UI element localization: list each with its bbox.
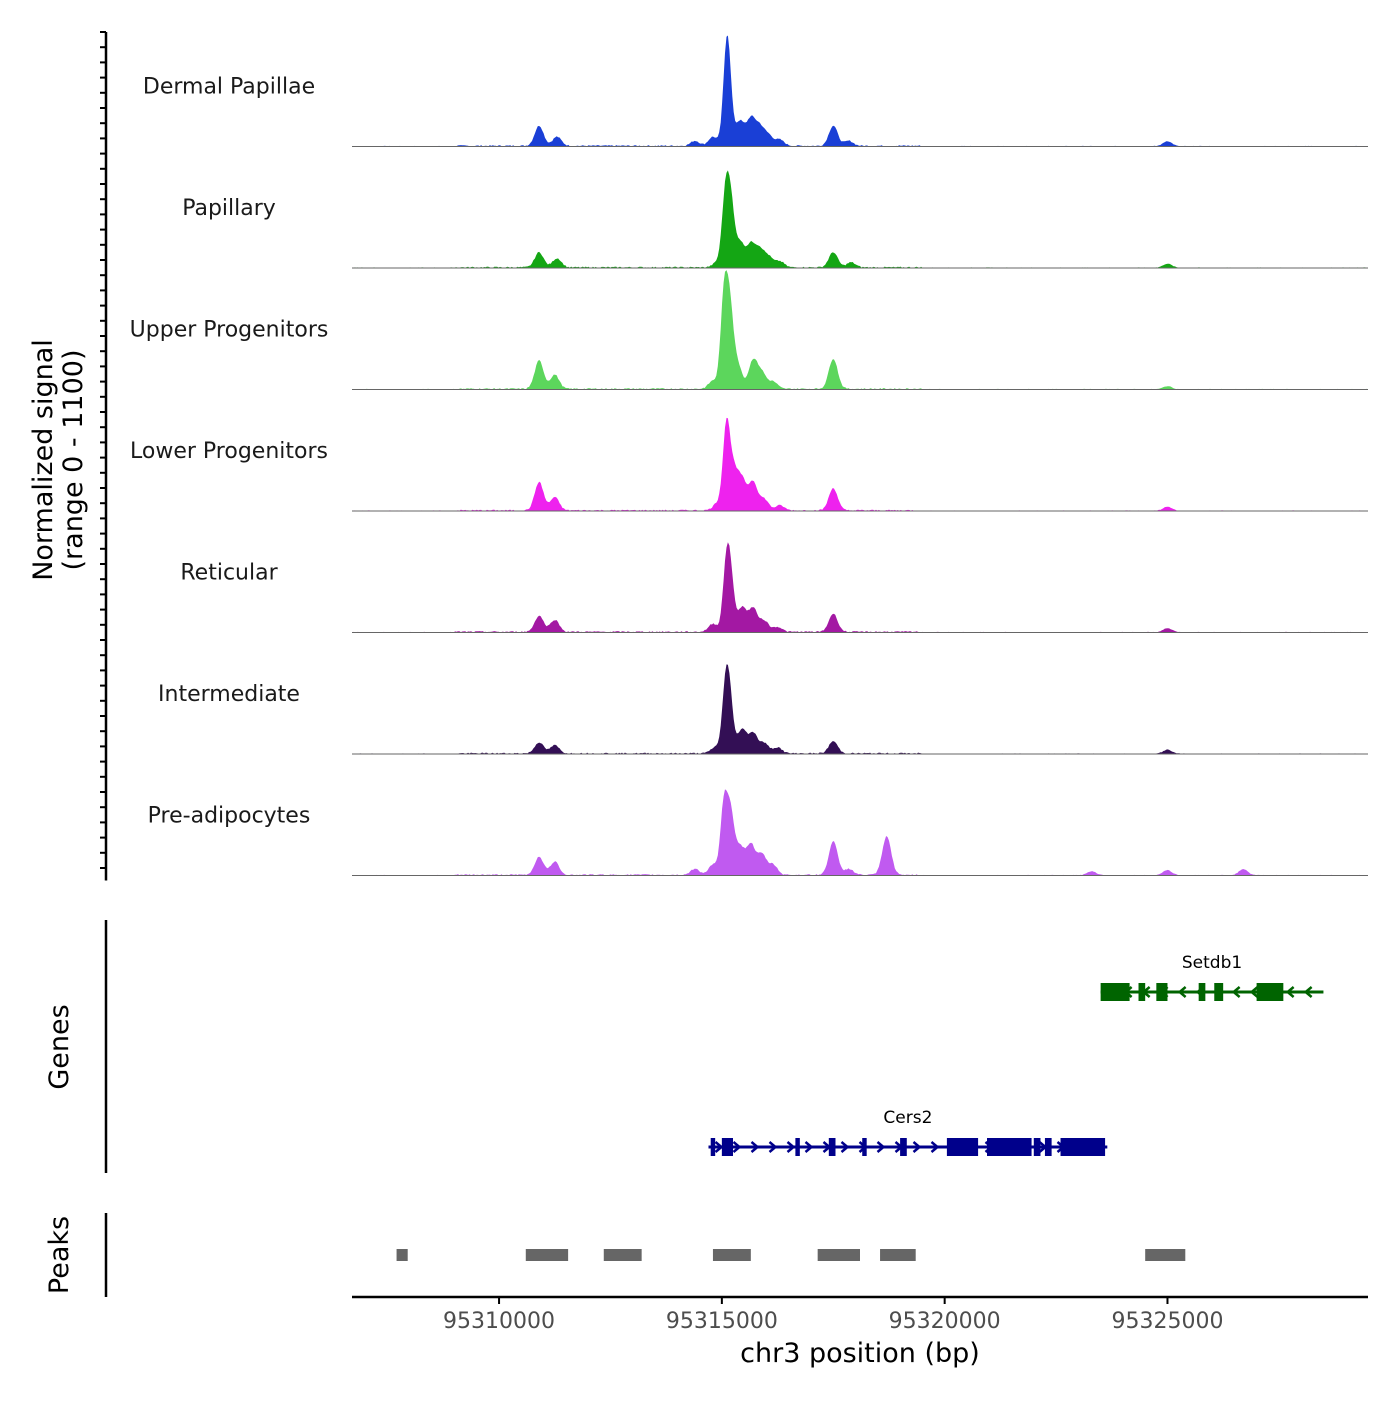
peak-region-4 bbox=[712, 1249, 751, 1261]
signal-area-3 bbox=[352, 270, 1368, 390]
peak-region-7 bbox=[1145, 1249, 1186, 1261]
track-label-1: Dermal Papillae bbox=[143, 75, 315, 100]
gene-exon bbox=[1156, 983, 1168, 1001]
y-axis-title-group: Normalized signal (range 0 - 1100) bbox=[28, 339, 89, 581]
genes-track-title: Genes bbox=[44, 1004, 75, 1089]
gene-strand-chevron bbox=[840, 1141, 850, 1153]
track-label-7: Pre-adipocytes bbox=[148, 804, 311, 829]
peak-region-2 bbox=[525, 1249, 569, 1261]
y-axis-title-line-2: (range 0 - 1100) bbox=[58, 350, 89, 571]
gene-strand-chevron bbox=[1231, 986, 1241, 998]
gene-exon bbox=[1138, 983, 1146, 1001]
gene-strand-chevron bbox=[732, 1141, 742, 1153]
peak-region-5 bbox=[817, 1249, 860, 1261]
gene-exon bbox=[828, 1138, 836, 1156]
gene-strand-chevron bbox=[768, 1141, 778, 1153]
gene-strand-chevron bbox=[1303, 986, 1313, 998]
x-tick-label-3: 95320000 bbox=[889, 1309, 1001, 1334]
peak-region-3 bbox=[603, 1249, 642, 1261]
gene-exon bbox=[1100, 983, 1130, 1001]
gene-exon bbox=[862, 1138, 867, 1156]
peaks-track-title: Peaks bbox=[44, 1216, 75, 1294]
gene-strand-chevron bbox=[786, 1141, 796, 1153]
gene-strand-chevron bbox=[750, 1141, 760, 1153]
gene-strand-chevron bbox=[1177, 986, 1187, 998]
track-label-4: Lower Progenitors bbox=[130, 439, 328, 464]
signal-area-6 bbox=[352, 664, 1368, 754]
gene-strand-chevron bbox=[1285, 986, 1295, 998]
gene-strand-chevron bbox=[930, 1141, 940, 1153]
x-tick-label-4: 95325000 bbox=[1111, 1309, 1223, 1334]
gene-exon bbox=[1214, 983, 1224, 1001]
track-label-6: Intermediate bbox=[158, 682, 300, 707]
track-label-5: Reticular bbox=[180, 561, 278, 586]
genes-title-group: Genes bbox=[44, 1004, 75, 1089]
peaks-title-group: Peaks bbox=[44, 1216, 75, 1294]
signal-area-2 bbox=[352, 170, 1368, 268]
gene-exon bbox=[946, 1138, 979, 1156]
signal-area-4 bbox=[352, 417, 1368, 511]
gene-exon bbox=[795, 1138, 800, 1156]
track-label-2: Papillary bbox=[182, 196, 276, 221]
gene-strand-chevron bbox=[804, 1141, 814, 1153]
gene-strand-chevron bbox=[876, 1141, 886, 1153]
x-axis-title: chr3 position (bp) bbox=[740, 1338, 980, 1369]
y-axis-title-line-1: Normalized signal bbox=[28, 339, 59, 581]
signal-area-1 bbox=[352, 35, 1368, 147]
peak-region-1 bbox=[396, 1249, 408, 1261]
x-tick-label-1: 95310000 bbox=[443, 1309, 555, 1334]
gene-strand-chevron bbox=[912, 1141, 922, 1153]
gene-exon bbox=[900, 1138, 907, 1156]
gene-exon bbox=[721, 1138, 733, 1156]
gene-label-cers2: Cers2 bbox=[883, 1108, 932, 1128]
track-label-3: Upper Progenitors bbox=[130, 318, 329, 343]
gene-exon bbox=[987, 1138, 1032, 1156]
peak-region-6 bbox=[880, 1249, 916, 1261]
signal-area-7 bbox=[352, 789, 1368, 876]
gene-exon bbox=[1060, 1138, 1106, 1156]
chart-marks: Dermal Papillae Papillary Upper Progenitor… bbox=[100, 31, 1368, 1334]
gene-exon bbox=[1198, 983, 1206, 1001]
gene-exon bbox=[1033, 1138, 1041, 1156]
gene-strand-chevron bbox=[714, 1141, 724, 1153]
gene-strand-chevron bbox=[1249, 986, 1259, 998]
gene-exon bbox=[1044, 1138, 1052, 1156]
gene-exon bbox=[710, 1138, 716, 1156]
x-tick-label-2: 95315000 bbox=[666, 1309, 778, 1334]
gene-exon bbox=[1256, 983, 1284, 1001]
signal-area-5 bbox=[352, 542, 1368, 633]
gene-label-setdb1: Setdb1 bbox=[1182, 953, 1242, 973]
